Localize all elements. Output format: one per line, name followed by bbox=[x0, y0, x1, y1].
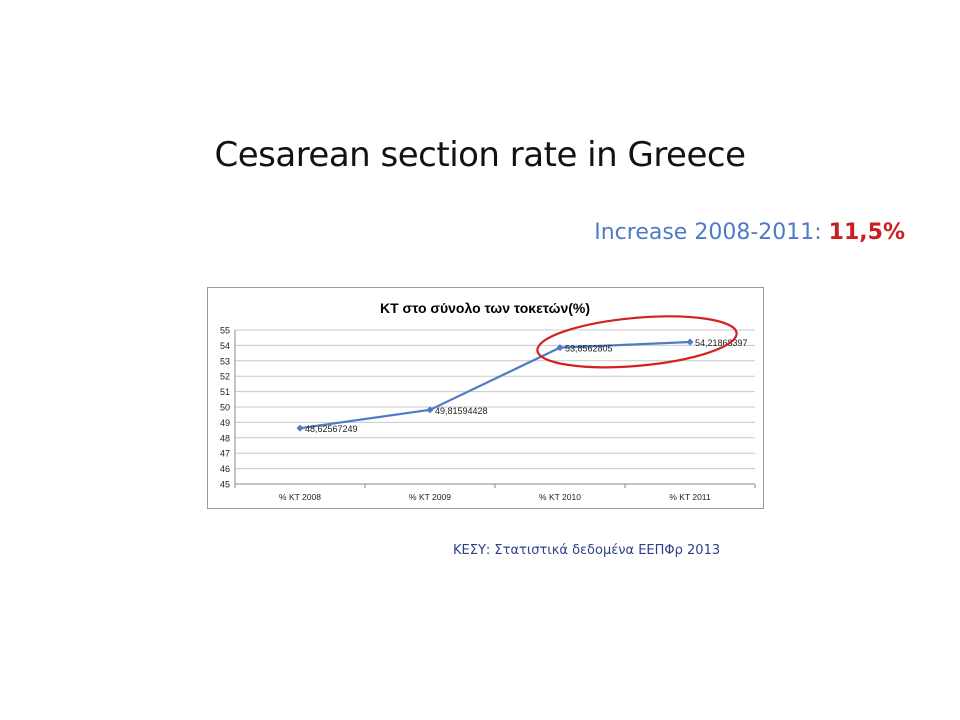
y-tick-label: 45 bbox=[220, 480, 230, 490]
x-tick-label: % ΚΤ 2008 bbox=[279, 492, 321, 502]
y-tick-label: 55 bbox=[220, 326, 230, 336]
y-tick-label: 47 bbox=[220, 449, 230, 459]
y-tick-label: 46 bbox=[220, 464, 230, 474]
data-point bbox=[297, 425, 304, 432]
y-tick-label: 50 bbox=[220, 403, 230, 413]
data-point bbox=[687, 339, 694, 346]
line-chart: ΚΤ στο σύνολο των τοκετών(%) 45 46 47 48 49 5… bbox=[208, 288, 763, 508]
x-tick-label: % ΚΤ 2010 bbox=[539, 492, 581, 502]
y-tick-label: 48 bbox=[220, 433, 230, 443]
series-line bbox=[300, 342, 690, 428]
x-tick-label: % ΚΤ 2009 bbox=[409, 492, 451, 502]
chart-frame: ΚΤ στο σύνολο των τοκετών(%) 45 46 47 48 49 5… bbox=[207, 287, 764, 509]
data-label: 54,21868397 bbox=[695, 338, 748, 348]
y-tick-label: 49 bbox=[220, 418, 230, 428]
y-tick-label: 51 bbox=[220, 387, 230, 397]
increase-value: 11,5% bbox=[829, 220, 905, 245]
chart-title: ΚΤ στο σύνολο των τοκετών(%) bbox=[380, 300, 590, 316]
data-label: 53,8562805 bbox=[565, 344, 613, 354]
data-label: 49,81594428 bbox=[435, 406, 488, 416]
slide-title: Cesarean section rate in Greece bbox=[0, 135, 960, 175]
data-label: 48,62567249 bbox=[305, 424, 358, 434]
increase-note: Increase 2008-2011: 11,5% bbox=[594, 220, 905, 245]
x-tick-label: % ΚΤ 2011 bbox=[669, 492, 711, 502]
y-tick-label: 52 bbox=[220, 372, 230, 382]
y-tick-label: 54 bbox=[220, 341, 230, 351]
increase-label: Increase 2008-2011: bbox=[594, 220, 821, 245]
source-note: ΚΕΣΥ: Στατιστικά δεδομένα ΕΕΠΦρ 2013 bbox=[453, 543, 720, 558]
y-tick-label: 53 bbox=[220, 356, 230, 366]
